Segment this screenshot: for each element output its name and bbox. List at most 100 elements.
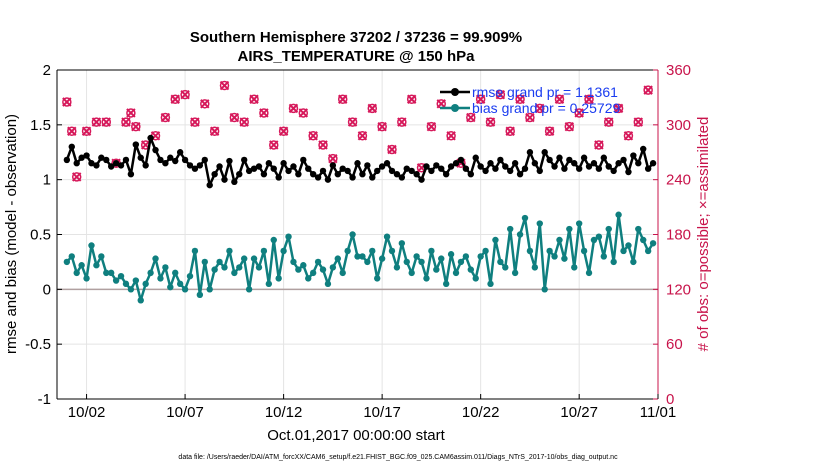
bias-point <box>236 264 243 271</box>
rmse-point <box>63 156 71 164</box>
obs-x-stroke <box>259 108 269 118</box>
rmse-point <box>378 163 386 170</box>
rmse-point <box>531 160 539 167</box>
rmse-point <box>78 154 85 161</box>
rmse-point <box>260 170 268 178</box>
bias-point <box>551 253 558 260</box>
bias-point <box>477 253 484 260</box>
rmse-point <box>162 160 169 167</box>
legend-rmse-marker <box>451 88 459 96</box>
bias-point <box>595 233 603 240</box>
obs-possible-point <box>219 80 230 91</box>
bias-point <box>63 258 71 266</box>
obs-x-stroke <box>298 108 309 118</box>
bias-point <box>615 211 622 218</box>
obs-assimilated-point <box>485 117 496 127</box>
rmse-point <box>103 156 110 164</box>
bias-point <box>329 264 337 271</box>
obs-x-stroke <box>406 94 417 104</box>
bias-point <box>521 214 529 222</box>
rmse-point <box>561 165 568 172</box>
bias-point <box>270 236 277 244</box>
obs-assimilated-point <box>564 121 575 132</box>
obs-assimilated-point <box>475 94 486 104</box>
bias-point <box>610 258 617 266</box>
obs-possible-point <box>505 126 515 136</box>
obs-possible-point <box>229 112 240 123</box>
rmse-point <box>88 160 95 167</box>
obs-assimilated-point <box>101 117 111 127</box>
bias-point <box>462 253 470 260</box>
obs-x-stroke <box>318 140 328 150</box>
rmse-point <box>344 167 351 175</box>
obs-possible-point <box>91 117 102 127</box>
bias-point <box>369 247 376 255</box>
obs-possible-point <box>101 117 112 127</box>
bias-point <box>575 220 583 227</box>
obs-possible-point <box>209 126 220 136</box>
obs-x-stroke <box>535 103 545 114</box>
rmse-point <box>300 156 307 164</box>
bias-point <box>546 247 553 255</box>
obs-possible-point <box>269 140 279 150</box>
obs-assimilated-point <box>318 140 328 150</box>
rmse-point <box>600 154 608 161</box>
obs-possible-point <box>603 117 614 127</box>
bias-point <box>255 264 263 271</box>
obs-possible-point <box>170 94 180 104</box>
obs-assimilated-point <box>131 121 141 132</box>
obs-x-stroke <box>357 131 368 141</box>
bias-point <box>511 269 519 277</box>
bias-point <box>285 233 292 240</box>
obs-assimilated-point <box>229 112 240 123</box>
obs-possible-point <box>643 85 653 95</box>
rmse-point <box>452 160 460 167</box>
rmse-point <box>482 167 489 175</box>
obs-x-stroke <box>613 103 624 114</box>
obs-x-stroke <box>180 89 190 100</box>
bias-point <box>388 247 396 255</box>
rmse-point <box>477 163 484 170</box>
obs-x-stroke <box>554 94 565 104</box>
obs-assimilated-point <box>505 126 515 136</box>
obs-possible-point <box>377 121 387 132</box>
obs-x-stroke <box>160 112 171 123</box>
rmse-point <box>511 160 519 167</box>
obs-assimilated-point <box>121 117 131 127</box>
rmse-point <box>167 154 174 161</box>
bias-point <box>142 280 149 288</box>
bias-point <box>68 253 75 260</box>
obs-assimilated-point <box>170 94 180 104</box>
legend-bias-marker <box>451 104 459 112</box>
obs-assimilated-point <box>209 126 220 136</box>
rmse-point <box>334 170 341 178</box>
obs-possible-point <box>337 94 348 104</box>
obs-x-stroke <box>525 112 535 123</box>
bias-point <box>408 269 415 277</box>
rmse-point <box>142 162 149 169</box>
bias-series <box>63 211 657 304</box>
obs-assimilated-point <box>249 94 259 104</box>
obs-possible-point <box>190 117 200 127</box>
bias-point <box>98 253 105 260</box>
bias-point <box>162 264 169 271</box>
obs-possible-point <box>318 140 328 150</box>
rmse-point <box>595 165 603 172</box>
x-tick-label: 10/17 <box>363 404 401 421</box>
bias-point <box>117 272 125 280</box>
bias-point <box>605 225 612 233</box>
rmse-point <box>457 156 465 164</box>
obs-x-stroke <box>604 117 614 127</box>
rmse-point <box>176 149 184 156</box>
rmse-point <box>433 162 440 169</box>
rmse-point <box>211 170 218 178</box>
bias-point <box>349 231 356 238</box>
bias-point <box>196 291 204 299</box>
obs-assimilated-point <box>387 144 397 155</box>
rmse-point <box>127 170 135 178</box>
bias-point <box>275 275 282 282</box>
obs-assimilated-point <box>308 131 318 141</box>
rmse-point <box>250 165 258 172</box>
obs-x-stroke <box>170 94 180 104</box>
obs-possible-point <box>633 117 644 127</box>
